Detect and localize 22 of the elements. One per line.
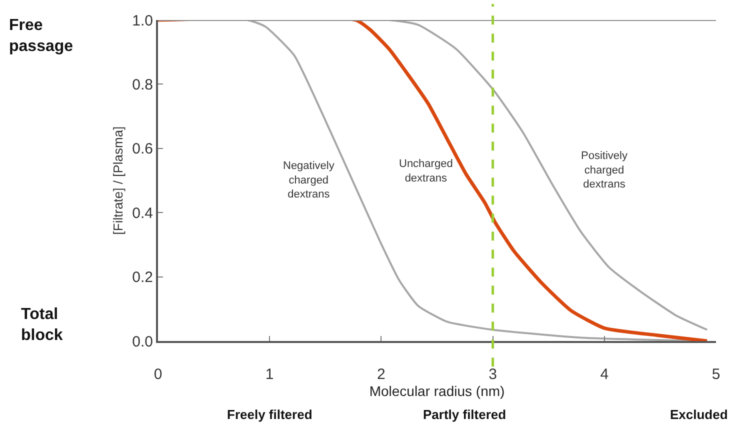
text: Free passage bbox=[9, 17, 74, 55]
y-axis-title: [Filtrate] / [Plasma] bbox=[110, 126, 126, 235]
x-tick-label: 3 bbox=[488, 366, 497, 383]
x-tick-label: 2 bbox=[377, 366, 386, 383]
x-tick-label: 5 bbox=[712, 366, 720, 383]
series-label: Uncharged dextrans bbox=[399, 158, 453, 184]
x-tick-label: 1 bbox=[265, 366, 274, 383]
y-tick-label: 0.8 bbox=[132, 76, 153, 94]
y-tick-label: 1.0 bbox=[132, 12, 153, 30]
text: Freely filtered bbox=[227, 407, 312, 422]
text: Total block bbox=[21, 306, 63, 344]
text: Excluded bbox=[670, 407, 728, 422]
series-label: Negatively charged dextrans bbox=[283, 160, 335, 201]
text: Partly filtered bbox=[423, 407, 506, 422]
series-label: Positively charged dextrans bbox=[581, 150, 628, 191]
x-tick-label: 0 bbox=[154, 366, 162, 383]
y-tick-label: 0.0 bbox=[132, 333, 153, 350]
x-tick-label: 4 bbox=[600, 366, 609, 383]
y-tick-label: 0.6 bbox=[132, 140, 153, 158]
x-axis-title: Molecular radius (nm) bbox=[369, 383, 505, 399]
y-tick-label: 0.2 bbox=[132, 269, 153, 286]
y-tick-label: 0.4 bbox=[132, 204, 153, 222]
